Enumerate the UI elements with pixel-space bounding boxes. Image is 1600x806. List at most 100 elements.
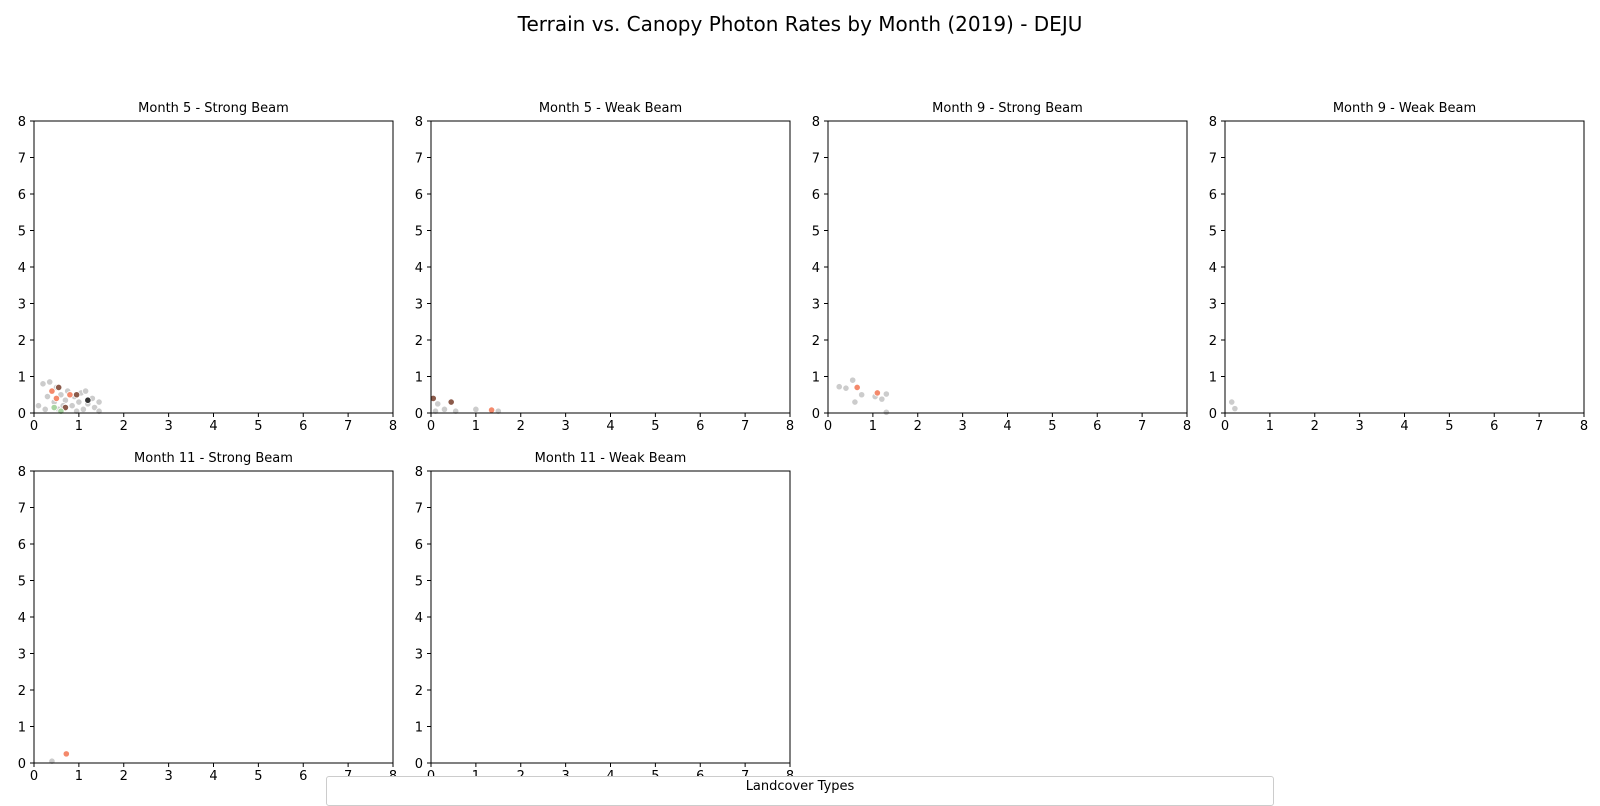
- data-point: [34, 402, 43, 410]
- y-tick-label: 6: [812, 188, 820, 203]
- y-tick-label: 2: [18, 334, 26, 349]
- y-tick-label: 8: [18, 465, 26, 480]
- x-tick-label: 1: [75, 769, 83, 784]
- subplot-title: Month 5 - Strong Beam: [138, 101, 289, 116]
- plot-frame: [33, 470, 394, 764]
- figure-title: Terrain vs. Canopy Photon Rates by Month…: [517, 12, 1083, 36]
- y-tick-label: 0: [415, 407, 423, 422]
- y-tick-label: 1: [812, 371, 820, 386]
- y-tick-label: 1: [18, 721, 26, 736]
- x-tick-label: 5: [651, 419, 659, 434]
- y-tick-label: 3: [18, 298, 26, 313]
- x-tick-label: 0: [427, 419, 435, 434]
- x-tick-label: 7: [741, 419, 749, 434]
- data-point: [878, 395, 886, 403]
- data-point: [82, 387, 90, 395]
- y-tick-label: 3: [18, 648, 26, 663]
- x-tick-label: 1: [1266, 419, 1274, 434]
- data-point: [1228, 398, 1236, 406]
- subplot-title: Month 11 - Strong Beam: [134, 451, 293, 466]
- y-tick-label: 4: [1209, 261, 1217, 276]
- subplot-title: Month 11 - Weak Beam: [535, 451, 687, 466]
- plot-frame: [33, 120, 394, 414]
- subplot-2: Month 5 - Weak Beam 0 1 2 3 4 5 6 7 8 0 1 2 3 4 5 6 7 8: [415, 101, 794, 434]
- data-point: [52, 394, 61, 402]
- x-tick-label: 2: [517, 419, 525, 434]
- x-tick-label: 3: [1355, 419, 1363, 434]
- y-tick-label: 8: [1209, 115, 1217, 130]
- data-point: [1231, 405, 1239, 413]
- x-tick-label: 8: [1183, 419, 1191, 434]
- x-tick-label: 4: [209, 769, 217, 784]
- data-point: [429, 394, 437, 402]
- y-tick-label: 7: [18, 502, 26, 517]
- y-tick-label: 3: [1209, 298, 1217, 313]
- x-tick-label: 7: [344, 419, 352, 434]
- x-tick-label: 6: [1490, 419, 1498, 434]
- y-tick-label: 6: [18, 538, 26, 553]
- data-point: [858, 391, 866, 399]
- y-tick-label: 4: [415, 261, 423, 276]
- subplot-title: Month 5 - Weak Beam: [539, 101, 682, 116]
- y-tick-label: 7: [18, 152, 26, 167]
- data-point: [50, 403, 58, 412]
- y-tick-label: 0: [415, 757, 423, 772]
- legend: Landcover Types: [326, 776, 1274, 806]
- data-point: [39, 380, 47, 388]
- data-point: [48, 387, 56, 395]
- x-tick-label: 4: [1400, 419, 1408, 434]
- y-tick-label: 2: [812, 334, 820, 349]
- data-point: [55, 383, 63, 392]
- y-tick-label: 8: [415, 465, 423, 480]
- y-tick-label: 1: [415, 371, 423, 386]
- x-tick-label: 5: [254, 419, 262, 434]
- x-tick-label: 4: [606, 419, 614, 434]
- data-point: [66, 391, 74, 399]
- x-tick-label: 6: [696, 419, 704, 434]
- x-tick-label: 6: [299, 419, 307, 434]
- subplot-title: Month 9 - Strong Beam: [932, 101, 1083, 116]
- y-tick-label: 7: [1209, 152, 1217, 167]
- data-point: [434, 400, 442, 408]
- x-tick-label: 5: [1048, 419, 1056, 434]
- x-tick-label: 3: [958, 419, 966, 434]
- x-tick-label: 7: [1535, 419, 1543, 434]
- data-point: [95, 398, 103, 406]
- data-point: [440, 405, 449, 413]
- y-tick-label: 7: [415, 502, 423, 517]
- data-point: [68, 402, 76, 410]
- x-tick-label: 1: [75, 419, 83, 434]
- data-point: [41, 405, 49, 413]
- legend-title: Landcover Types: [745, 779, 855, 794]
- y-tick-label: 6: [18, 188, 26, 203]
- x-tick-label: 4: [209, 419, 217, 434]
- y-tick-label: 8: [812, 115, 820, 130]
- data-point: [43, 392, 52, 401]
- x-tick-label: 7: [1138, 419, 1146, 434]
- x-tick-label: 5: [254, 769, 262, 784]
- y-tick-label: 4: [812, 261, 820, 276]
- x-tick-label: 6: [299, 769, 307, 784]
- data-point: [882, 390, 890, 398]
- y-tick-label: 3: [415, 648, 423, 663]
- subplot-4: Month 9 - Weak Beam 0 1 2 3 4 5 6 7 8 0 1 2 3 4 5 6 7 8: [1209, 101, 1588, 434]
- data-point: [75, 398, 83, 406]
- y-tick-label: 1: [415, 721, 423, 736]
- x-tick-label: 3: [561, 419, 569, 434]
- data-point: [46, 378, 54, 386]
- y-tick-label: 7: [415, 152, 423, 167]
- y-tick-label: 0: [18, 757, 26, 772]
- plot-frame: [827, 120, 1188, 414]
- data-point: [842, 384, 850, 392]
- y-tick-label: 2: [415, 334, 423, 349]
- x-tick-label: 4: [1003, 419, 1011, 434]
- data-point: [487, 406, 496, 414]
- data-point: [835, 383, 843, 391]
- x-tick-label: 0: [30, 769, 38, 784]
- data-point: [73, 391, 81, 399]
- y-tick-label: 5: [812, 225, 820, 240]
- data-point: [84, 396, 92, 404]
- y-tick-label: 8: [18, 115, 26, 130]
